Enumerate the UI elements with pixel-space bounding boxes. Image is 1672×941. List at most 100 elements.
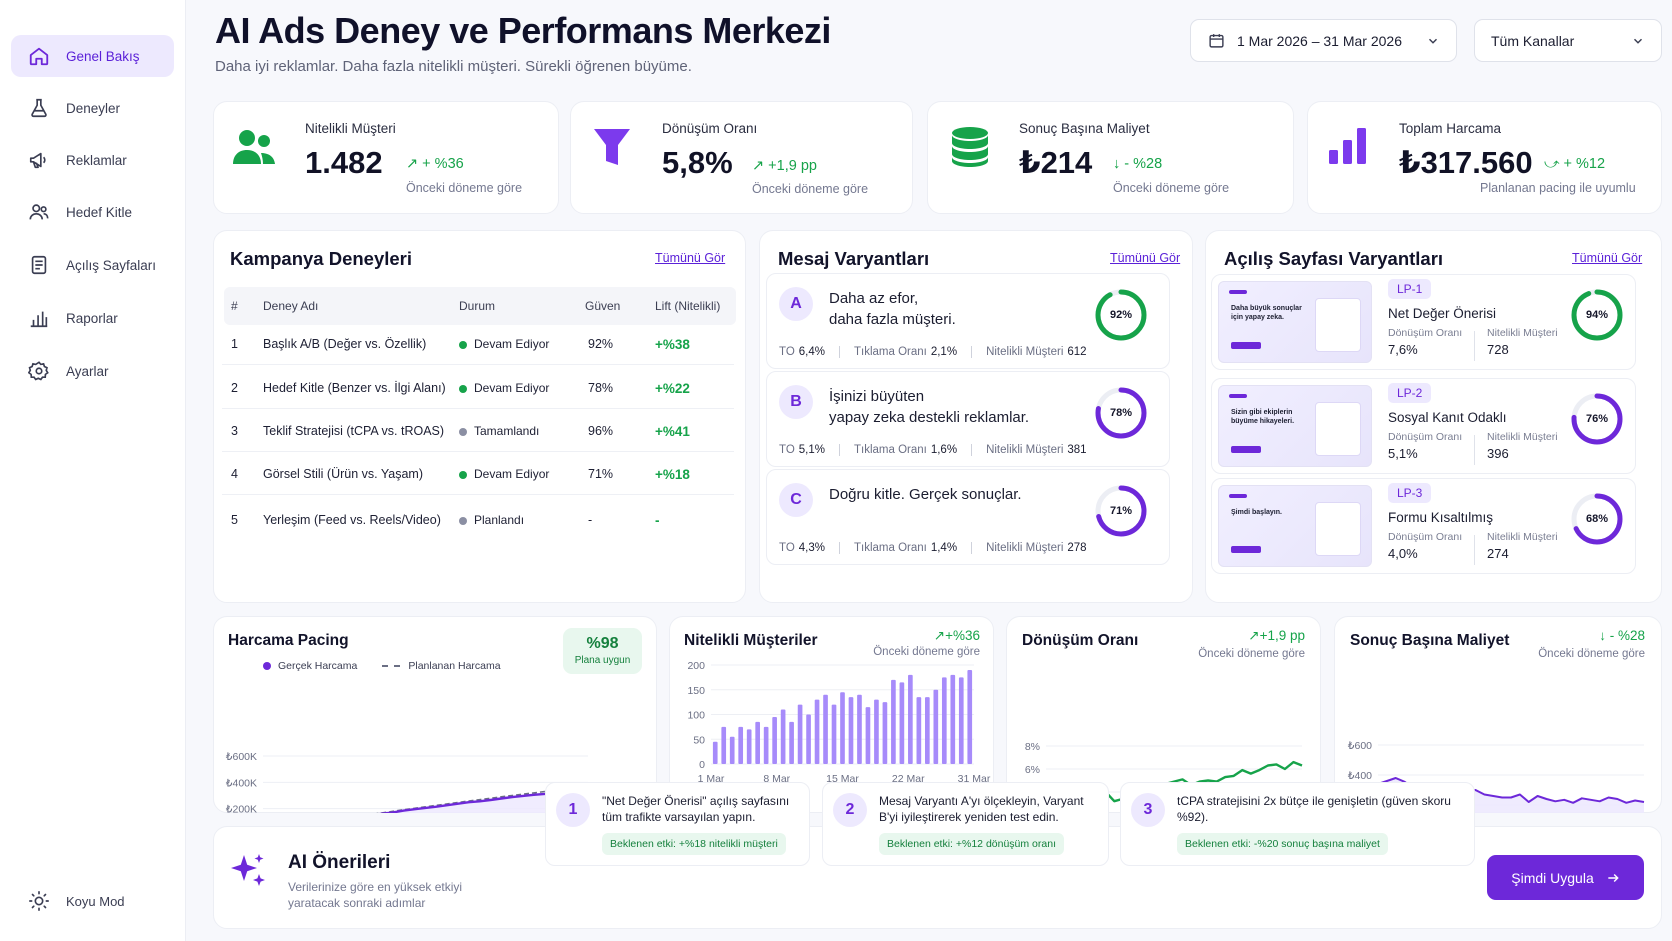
calendar-icon [1209, 34, 1224, 48]
customer-bar [780, 709, 786, 764]
status-badge: Tamamlandı [459, 424, 539, 438]
score-ring-graphic [1095, 387, 1147, 439]
landing-variants-see-all-link[interactable]: Tümünü Gör [1572, 251, 1643, 265]
landing-variant-badge: LP-2 [1388, 383, 1432, 403]
score-ring-progress [1571, 289, 1623, 341]
metric-divider [971, 443, 973, 456]
sidebar-item-settings[interactable]: Ayarlar [11, 350, 174, 392]
score-ring-graphic [1095, 485, 1147, 537]
thumb-headline: Şimdi başlayın. [1231, 509, 1282, 516]
users-icon [29, 204, 49, 220]
date-range-picker[interactable]: 1 Mar 2026 – 31 Mar 2026 [1190, 19, 1457, 62]
kpi-value: 1.482 [305, 145, 383, 180]
recommendation-card[interactable]: 2 Mesaj Varyantı A'yı ölçekleyin, Varyant… [822, 782, 1109, 866]
table-header-cell: Durum [459, 299, 496, 313]
customer-bar [874, 699, 879, 764]
landing-variant-name: Formu Kısaltılmış [1388, 510, 1494, 525]
score-ring-label: 68% [1585, 513, 1609, 525]
confidence-value: 96% [588, 424, 614, 438]
landing-page-thumbnail: Daha büyük sonuçlar için yapay zeka. [1218, 281, 1372, 363]
sidebar-item-label: Deneyler [66, 100, 121, 116]
users-icon [233, 130, 275, 164]
sidebar-item-label: Hedef Kitle [66, 204, 133, 220]
metric-label: Dönüşüm Oranı [1388, 431, 1463, 443]
recommendation-card[interactable]: 3 tCPA stratejisini 2x bütçe ile genişlet… [1120, 782, 1475, 866]
score-ring: 78% [1093, 385, 1149, 441]
channel-select[interactable]: Tüm Kanallar [1474, 19, 1662, 62]
table-header-cell: Güven [585, 299, 621, 313]
cost-chart-note: Önceki döneme göre [1538, 648, 1645, 660]
status-text: Devam Ediyor [474, 337, 550, 351]
sidebar-item-overview[interactable]: Genel Bakış [11, 35, 174, 77]
pacing-legend: Gerçek Harcama Planlanan Harcama [263, 660, 501, 672]
thumb-headline: Sizin gibi ekiplerin büyüme hikayeleri. [1231, 409, 1295, 425]
kpi-note: Önceki döneme göre [1113, 181, 1230, 195]
table-header-cell: # [231, 299, 238, 313]
home-icon [29, 47, 49, 66]
variant-metrics: TO 5,1% Tıklama Oranı 1,6% Nitelikli Müşteri… [779, 443, 1087, 456]
score-ring: 92% [1093, 287, 1149, 343]
landing-variant-card[interactable]: Daha büyük sonuçlar için yapay zeka. LP-1… [1211, 274, 1636, 370]
metric-divider [838, 443, 840, 456]
recommendation-impact: Beklenen etki: -%20 sonuç başına maliyet [1177, 833, 1388, 855]
customers-chart-note: Önceki döneme göre [873, 646, 980, 658]
cost-chart-title: Sonuç Başına Maliyet [1350, 632, 1510, 649]
dark-mode-toggle[interactable]: Koyu Mod [11, 880, 174, 922]
score-ring-progress [1095, 289, 1147, 341]
conversion-chart-title: Dönüşüm Oranı [1022, 632, 1139, 649]
experiments-see-all-link[interactable]: Tümünü Gör [655, 251, 726, 265]
status-text: Devam Ediyor [474, 467, 550, 481]
sidebar-item-ads[interactable]: Reklamlar [11, 139, 174, 181]
coins-icon [952, 127, 988, 167]
landing-page-thumbnail: Şimdi başlayın. [1218, 485, 1372, 567]
score-ring: 76% [1569, 391, 1625, 447]
metric-divider [838, 345, 840, 358]
conversion-chart-note: Önceki döneme göre [1198, 648, 1305, 660]
metric-value: 7,6% [1388, 342, 1418, 357]
kpi-value: ₺214 [1019, 145, 1093, 180]
message-variant-card[interactable]: B İşinizi büyüten yapay zeka destekli rek… [766, 371, 1170, 467]
y-tick-label: ₺600 [1348, 740, 1372, 752]
metric-value: 1,4% [930, 542, 958, 554]
customers-chart-delta: ↗+%36 [933, 628, 980, 643]
page-subtitle: Daha iyi reklamlar. Daha fazla nitelikli… [215, 58, 692, 75]
y-tick-label: 200 [687, 660, 705, 672]
ai-recommendations-title: AI Önerileri [288, 852, 391, 873]
row-divider [222, 364, 734, 365]
experiment-name: Görsel Stili (Ürün vs. Yaşam) [263, 467, 423, 481]
kpi-delta: ⤻ + %12 [1544, 156, 1606, 172]
metric-value: 5,1% [1388, 446, 1418, 461]
message-variants-see-all-link[interactable]: Tümünü Gör [1110, 251, 1181, 265]
legend-actual-label: Gerçek Harcama [278, 660, 358, 672]
sidebar-item-audience[interactable]: Hedef Kitle [11, 191, 174, 233]
thumb-cta [1231, 546, 1261, 553]
metric-value: 4,3% [798, 542, 825, 554]
apply-now-button[interactable]: Şimdi Uygula [1487, 855, 1644, 900]
metric-label: TO [779, 542, 795, 554]
message-variant-card[interactable]: A Daha az efor, daha fazla müşteri. TO 6,4%… [766, 273, 1170, 369]
apply-now-label: Şimdi Uygula [1511, 869, 1594, 886]
sidebar-item-experiments[interactable]: Deneyler [11, 87, 174, 129]
kpi-label: Sonuç Başına Maliyet [1019, 121, 1150, 136]
recommendation-card[interactable]: 1 "Net Değer Önerisi" açılış sayfasını tü… [545, 782, 810, 866]
customer-bar [840, 692, 845, 764]
sidebar-item-landing-pages[interactable]: Açılış Sayfaları [11, 244, 174, 286]
lift-value: +%18 [655, 467, 690, 482]
landing-variant-card[interactable]: Sizin gibi ekiplerin büyüme hikayeleri. L… [1211, 378, 1636, 474]
score-ring: 71% [1093, 483, 1149, 539]
kpi-value: ₺317.560 [1399, 145, 1533, 180]
thumb-panel [1315, 298, 1361, 352]
funnel-icon [594, 129, 630, 165]
message-variant-card[interactable]: C Doğru kitle. Gerçek sonuçlar. TO 4,3% Tıkl… [766, 469, 1170, 565]
experiment-name: Başlık A/B (Değer vs. Özellik) [263, 337, 427, 351]
variant-letter: C [779, 483, 813, 517]
score-ring-label: 78% [1109, 407, 1133, 419]
experiment-name: Yerleşim (Feed vs. Reels/Video) [263, 513, 441, 527]
landing-variant-card[interactable]: Şimdi başlayın. LP-3 Formu Kısaltılmış Dönü… [1211, 478, 1636, 574]
landing-variants-title: Açılış Sayfası Varyantları [1224, 248, 1444, 269]
sidebar-item-reports[interactable]: Raporlar [11, 297, 174, 339]
kpi-delta: ↗ +1,9 pp [752, 158, 817, 174]
metric-label: Nitelikli Müşteri [1487, 431, 1558, 443]
